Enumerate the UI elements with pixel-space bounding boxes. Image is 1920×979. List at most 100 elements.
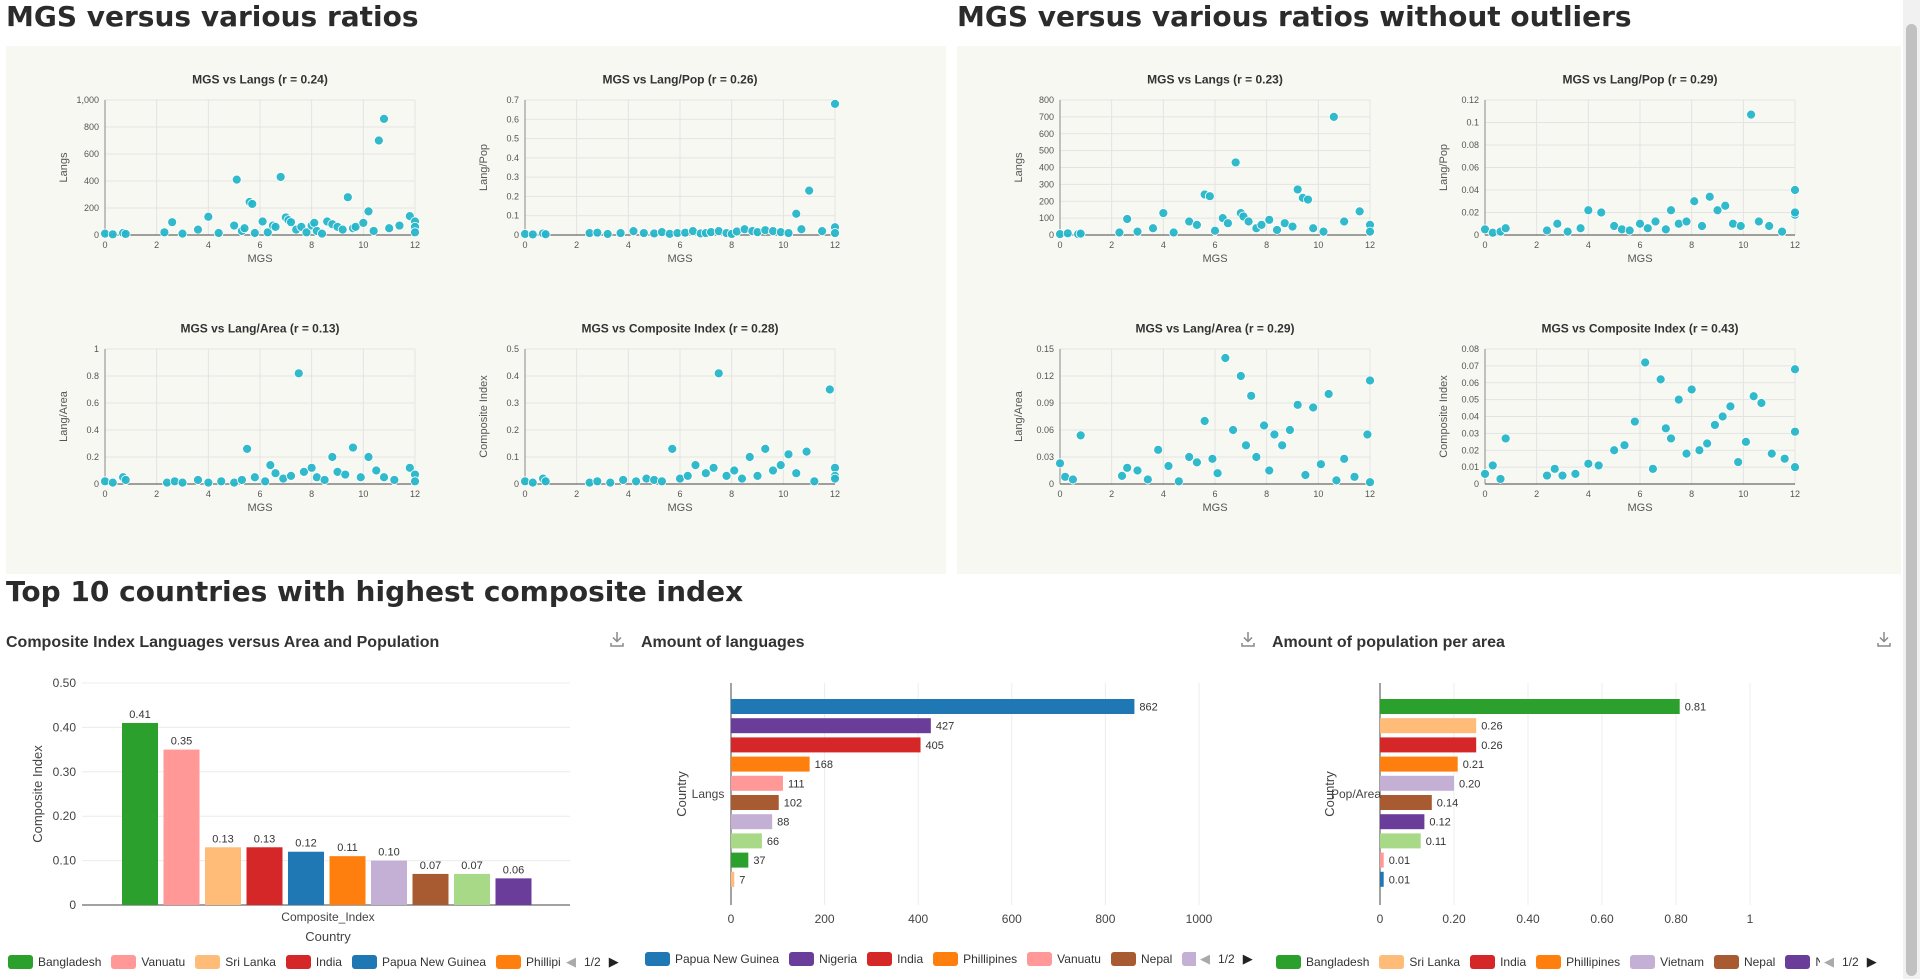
y-tick-label: 0.4 xyxy=(506,371,519,381)
scatter-chart-title: MGS vs Langs (r = 0.23) xyxy=(1147,72,1283,86)
scatter-point xyxy=(631,476,641,487)
scatter-chart-lang-pop-no-outliers: MGS vs Lang/Pop (r = 0.29) 0 0.02 0.04 0.06 0… xyxy=(1438,72,1800,265)
scatter-chart-lang-pop: MGS vs Lang/Pop (r = 0.26) 0 0.1 0.2 0.3 0.4 0… xyxy=(478,72,840,265)
legend-item[interactable]: Sri Lanka xyxy=(195,955,276,969)
legend-label: Bangladesh xyxy=(1306,955,1370,969)
bar-data-label: 0.12 xyxy=(295,838,316,850)
legend-swatch xyxy=(285,955,311,969)
legend-item[interactable]: India xyxy=(285,955,342,969)
scatter-point xyxy=(1741,436,1751,447)
bar xyxy=(1380,795,1432,810)
scatter-point xyxy=(1725,401,1736,412)
bar xyxy=(1380,756,1458,772)
legend-item[interactable]: Bangladesh xyxy=(8,955,101,969)
x-tick-label: 12 xyxy=(1790,240,1800,250)
x-tick-label: 2 xyxy=(1109,489,1114,499)
scatter-point xyxy=(768,465,778,476)
x-tick-label: 0 xyxy=(102,489,107,499)
bar xyxy=(412,873,449,905)
scatter-point xyxy=(1583,205,1594,216)
scatter-point xyxy=(1642,223,1653,234)
legend-item[interactable]: Phillipines xyxy=(933,952,1017,966)
legend-item[interactable]: Papua New Guinea xyxy=(645,952,779,966)
chevron-right-icon[interactable]: ▶ xyxy=(608,954,619,969)
x-axis-label: MGS xyxy=(667,502,692,514)
scatter-chart-title: MGS vs Composite Index (r = 0.43) xyxy=(1541,321,1738,335)
x-tick-label: 2 xyxy=(1109,240,1114,250)
scatter-point xyxy=(358,217,369,228)
scatter-point xyxy=(1500,433,1511,444)
scatter-point xyxy=(657,476,667,487)
legend-item[interactable]: Papua New Guinea xyxy=(351,955,486,969)
legend-swatch xyxy=(645,952,670,966)
scatter-point xyxy=(1243,216,1254,227)
legend-item[interactable]: Ni xyxy=(1785,955,1821,969)
y-axis-label: Composite Index xyxy=(30,745,45,843)
legend-item[interactable]: India xyxy=(1470,955,1526,969)
legend-item[interactable]: Phillipi xyxy=(496,955,561,969)
y-axis-label: Langs xyxy=(58,152,70,182)
chevron-right-icon[interactable]: ▶ xyxy=(1866,954,1877,969)
scatter-point xyxy=(1163,461,1174,471)
legend-pager: ◀ 1/2 ▶ xyxy=(562,951,619,973)
scatter-point xyxy=(1717,411,1728,422)
legend-item[interactable]: Phillipines xyxy=(1536,955,1620,969)
legend-item[interactable]: Bangladesh xyxy=(1276,955,1369,969)
y-tick-label: 0.8 xyxy=(86,371,99,381)
legend-item[interactable]: Nepal xyxy=(1713,955,1775,969)
legend-item[interactable] xyxy=(1182,952,1200,966)
download-icon[interactable] xyxy=(1876,630,1892,648)
chevron-left-icon[interactable]: ◀ xyxy=(1200,951,1210,966)
legend-item[interactable]: Nigeria xyxy=(789,952,857,966)
legend-swatch xyxy=(1027,952,1053,966)
y-axis-label: Composite Index xyxy=(1438,375,1450,458)
scatter-point xyxy=(760,444,771,454)
scrollbar-thumb[interactable] xyxy=(1906,24,1917,976)
y-tick-label: 0 xyxy=(1049,230,1054,240)
scatter-point xyxy=(1593,460,1604,471)
y-tick-label: 100 xyxy=(1039,213,1054,223)
y-axis-label: Lang/Area xyxy=(1013,390,1025,442)
scatter-point xyxy=(801,446,812,457)
scatter-point xyxy=(796,224,807,235)
legend-item[interactable]: Vanuatu xyxy=(111,955,185,969)
bar-data-label: 37 xyxy=(753,855,765,867)
scatter-point xyxy=(216,476,227,487)
download-icon[interactable] xyxy=(609,630,625,648)
scatter-point xyxy=(1673,394,1684,405)
chevron-left-icon[interactable]: ◀ xyxy=(1824,954,1834,969)
scatter-point xyxy=(260,476,271,487)
legend-item[interactable]: Sri Lanka xyxy=(1379,955,1460,969)
page-scrollbar[interactable] xyxy=(1903,0,1920,979)
legend-label: Ni xyxy=(1815,955,1821,969)
scatter-point xyxy=(830,462,840,473)
scatter-point xyxy=(1230,157,1241,168)
scatter-point xyxy=(1308,402,1319,413)
scatter-point xyxy=(1694,445,1705,456)
scatter-chart-title: MGS vs Langs (r = 0.24) xyxy=(192,72,328,86)
legend-item[interactable]: Nepal xyxy=(1110,952,1172,966)
scatter-point xyxy=(1635,218,1645,229)
scatter-point xyxy=(1277,440,1288,451)
scatter-point xyxy=(1697,221,1707,231)
legend-swatch xyxy=(195,955,221,969)
x-tick-label: 12 xyxy=(830,240,840,250)
scatter-point xyxy=(1720,200,1731,211)
scatter-point xyxy=(682,470,693,481)
chevron-right-icon[interactable]: ▶ xyxy=(1242,951,1253,966)
scatter-chart-langs: MGS vs Langs (r = 0.24) 0 200 400 600 800 1,00… xyxy=(58,72,420,265)
download-icon[interactable] xyxy=(1240,630,1256,648)
x-tick-label: 2 xyxy=(574,489,579,499)
legend-item[interactable]: India xyxy=(867,952,923,966)
chevron-left-icon[interactable]: ◀ xyxy=(566,954,576,969)
y-tick-label: 0.3 xyxy=(506,172,519,182)
scatter-point xyxy=(744,452,755,462)
y-tick-label: 800 xyxy=(1039,95,1054,105)
legend-item[interactable]: Vietnam xyxy=(1630,955,1704,969)
section-title-ratios-no-outliers: MGS versus various ratios without outlie… xyxy=(957,0,1632,33)
bar-chart-title-pop-area: Amount of population per area xyxy=(1272,634,1505,651)
bar xyxy=(1380,737,1477,753)
legend-item[interactable]: Vanuatu xyxy=(1027,952,1101,966)
scatter-point xyxy=(1596,207,1607,218)
x-tick-label: 600 xyxy=(1002,912,1022,926)
